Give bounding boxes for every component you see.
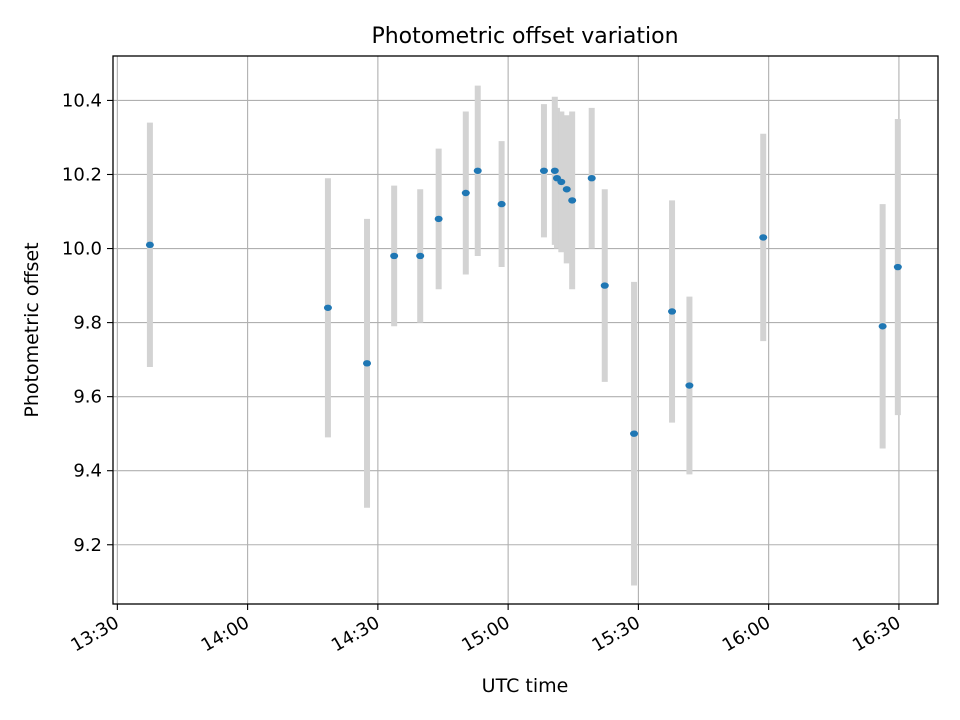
y-tick-label: 9.2: [73, 535, 102, 556]
data-point: [557, 178, 566, 186]
data-point: [473, 167, 482, 174]
data-point: [562, 186, 571, 193]
data-point: [568, 197, 577, 204]
data-point: [497, 200, 506, 208]
x-axis-label: UTC time: [482, 675, 569, 697]
data-point: [390, 252, 399, 260]
data-point: [878, 323, 887, 330]
data-point: [539, 167, 548, 174]
data-point: [685, 382, 694, 389]
data-point: [550, 167, 559, 174]
grid: [113, 56, 938, 604]
y-tick-label: 10.4: [62, 90, 102, 111]
data-point: [145, 241, 154, 249]
y-tick-label: 9.6: [73, 387, 102, 408]
data-point: [600, 282, 609, 289]
data-point: [461, 189, 470, 197]
data-point: [416, 252, 425, 260]
y-tick-label: 9.4: [73, 461, 102, 482]
data-point: [759, 234, 768, 241]
data-point: [587, 174, 596, 182]
plot-frame: [112, 55, 939, 605]
y-axis-label: Photometric offset: [21, 242, 43, 417]
data-point: [668, 308, 677, 315]
y-tick-label: 10.0: [62, 239, 102, 260]
data-point: [434, 215, 443, 223]
data-points: [145, 167, 902, 437]
data-point: [630, 430, 639, 437]
data-point: [893, 263, 902, 271]
data-point: [363, 360, 372, 367]
y-tick-label: 9.8: [73, 313, 102, 334]
chart-title: Photometric offset variation: [371, 24, 678, 49]
data-point: [323, 304, 332, 311]
y-tick-label: 10.2: [62, 164, 102, 185]
